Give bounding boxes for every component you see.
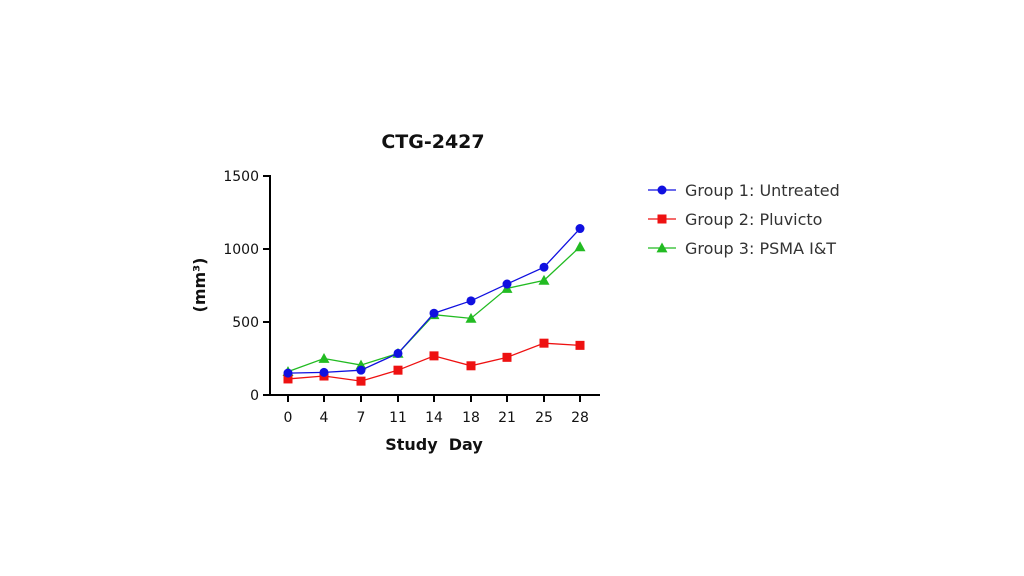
x-tick-label: 4 — [320, 410, 329, 426]
x-tick-label: 11 — [389, 410, 407, 426]
series-3-point — [574, 241, 586, 252]
y-tick-label: 500 — [232, 315, 259, 331]
series-1-point — [466, 296, 476, 306]
series-1-point — [429, 308, 439, 318]
y-tick-label: 1000 — [223, 242, 259, 258]
series-2-point — [466, 361, 476, 371]
x-tick-label: 7 — [357, 410, 366, 426]
series-1-point — [393, 348, 403, 358]
chart-title: CTG-2427 — [381, 131, 484, 153]
y-axis-label: (mm³) — [190, 258, 209, 313]
series-2-point — [539, 338, 549, 348]
legend-item-2: Group 2: Pluvicto — [648, 210, 822, 229]
legend-item-3: Group 3: PSMA I&T — [648, 239, 836, 258]
legend-label: Group 3: PSMA I&T — [685, 239, 836, 258]
series-2-line — [287, 342, 581, 382]
x-tick-label: 21 — [498, 410, 516, 426]
series-2-point — [283, 374, 293, 384]
x-tick-label: 28 — [571, 410, 589, 426]
x-axis-label: Study Day — [385, 435, 483, 454]
series-1-point — [502, 279, 512, 289]
legend-marker — [657, 214, 667, 224]
series-3-point — [465, 312, 477, 323]
y-tick-label: 0 — [250, 388, 259, 404]
series-1-point — [319, 367, 329, 377]
series-1-point — [283, 368, 293, 378]
series-1-point — [575, 224, 585, 234]
legend-label: Group 1: Untreated — [685, 181, 840, 200]
legend-marker — [656, 242, 668, 253]
series-2-point — [575, 340, 585, 350]
series-1-point — [356, 365, 366, 375]
series-1 — [283, 224, 585, 378]
legend-item-1: Group 1: Untreated — [648, 181, 840, 200]
legend: Group 1: Untreated Group 2: Pluvicto Group… — [648, 181, 840, 258]
series-2-point — [356, 376, 366, 386]
axes: 0 500 1000 1500 0 4 7 11 14 18 21 25 28 — [223, 169, 600, 426]
series-1-point — [539, 262, 549, 272]
series-2-point — [429, 351, 439, 361]
series-layer — [282, 224, 586, 386]
y-tick-label: 1500 — [223, 169, 259, 185]
series-3-point — [318, 353, 330, 363]
x-tick-label: 18 — [462, 410, 480, 426]
legend-label: Group 2: Pluvicto — [685, 210, 822, 229]
x-tick-label: 14 — [425, 410, 443, 426]
x-tick-label: 25 — [535, 410, 553, 426]
series-3-point — [538, 274, 550, 285]
series-2-point — [502, 352, 512, 362]
legend-marker — [657, 185, 667, 195]
x-tick-label: 0 — [284, 410, 293, 426]
series-2-point — [393, 365, 403, 375]
